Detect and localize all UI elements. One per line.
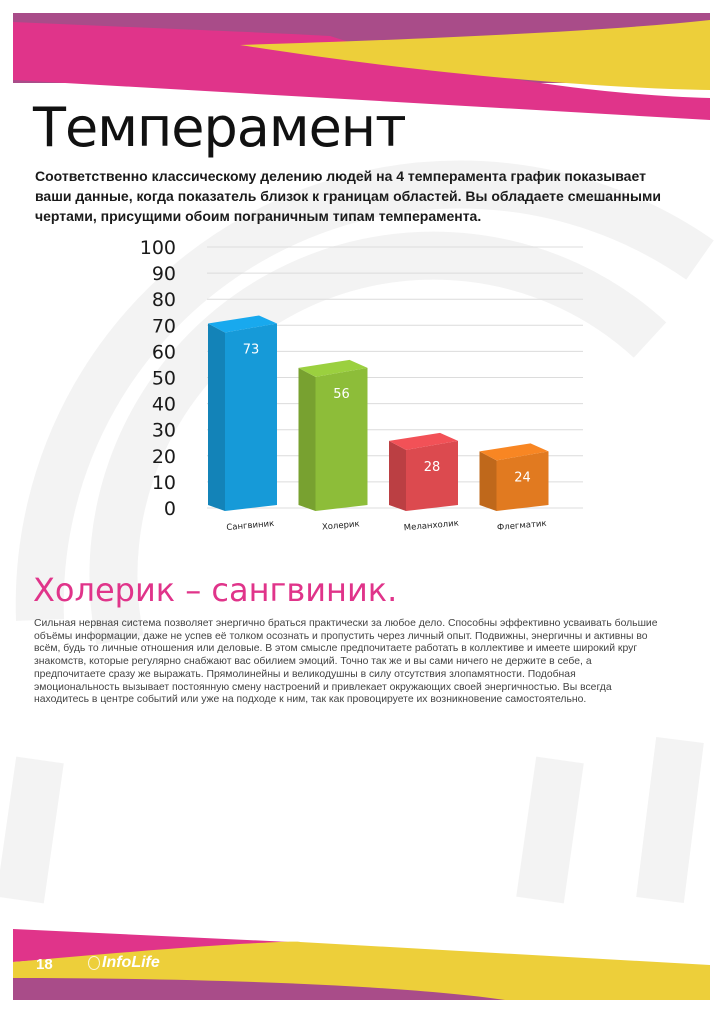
description-line: объёмы информации, даже не успев её толк… xyxy=(34,630,648,642)
result-heading: Холерик – сангвиник. xyxy=(33,571,398,609)
intro-line: чертами, присущими обоим пограничным тип… xyxy=(35,208,482,224)
bar-top xyxy=(479,443,549,461)
x-tick-label: Флегматик xyxy=(497,519,547,533)
y-tick-label: 30 xyxy=(152,420,176,442)
bar xyxy=(315,367,368,511)
y-tick-label: 10 xyxy=(152,472,176,494)
description-line: предпочитаете сразу же выражать. Прямоли… xyxy=(34,668,576,680)
bar-side xyxy=(298,367,316,511)
bar-top xyxy=(298,359,368,377)
x-tick-label: Холерик xyxy=(322,519,360,532)
bar-top xyxy=(389,432,458,450)
y-tick-label: 20 xyxy=(152,446,176,468)
page-title: Темперамент xyxy=(33,96,407,159)
y-tick-label: 0 xyxy=(164,498,176,520)
infolife-logo: InfoLife xyxy=(88,954,160,972)
data-label: 28 xyxy=(424,460,441,475)
description-line: всём, будь то личные отношения или делов… xyxy=(34,643,638,655)
x-tick-label: Меланхолик xyxy=(403,519,459,534)
page-number: 18 xyxy=(36,956,53,973)
bottom-banner xyxy=(13,929,710,1000)
bar-top xyxy=(208,315,277,333)
y-tick-label: 80 xyxy=(152,289,176,311)
data-label: 73 xyxy=(243,342,260,357)
logo-icon xyxy=(88,956,100,970)
top-banner xyxy=(13,13,710,120)
description-line: Сильная нервная система позволяет энерги… xyxy=(34,618,658,629)
y-tick-label: 90 xyxy=(152,263,176,285)
intro-line: ваши данные, когда показатель близок к г… xyxy=(35,188,661,204)
data-label: 56 xyxy=(333,387,350,402)
description-line: эмоциональность вызывает постоянную смен… xyxy=(34,681,612,693)
bar xyxy=(496,451,549,511)
temperament-bar-chart: 0 10 20 30 40 50 60 70 80 90 100 73 Сангвиник 56 Холер… xyxy=(140,237,583,534)
bar-side xyxy=(479,451,497,511)
bar xyxy=(406,440,458,511)
intro-paragraph: Соответственно классическому делению люд… xyxy=(35,166,695,226)
y-tick-label: 70 xyxy=(152,315,176,337)
y-tick-label: 40 xyxy=(152,394,176,416)
y-tick-label: 60 xyxy=(152,341,176,363)
logo-text: InfoLife xyxy=(102,954,160,971)
y-tick-label: 50 xyxy=(152,368,176,390)
description-line: находитесь в центре событий или уже на п… xyxy=(34,694,587,706)
bar-side xyxy=(208,323,225,511)
y-tick-label: 100 xyxy=(140,237,176,259)
description-line: знакомств, которые регулярно снабжают ва… xyxy=(34,656,592,668)
bar xyxy=(225,323,277,511)
result-description: Сильная нервная система позволяет энерги… xyxy=(34,618,694,707)
intro-line: Соответственно классическому делению люд… xyxy=(35,168,646,184)
bar-side xyxy=(389,440,406,511)
x-tick-label: Сангвиник xyxy=(226,519,275,533)
data-label: 24 xyxy=(514,470,531,485)
